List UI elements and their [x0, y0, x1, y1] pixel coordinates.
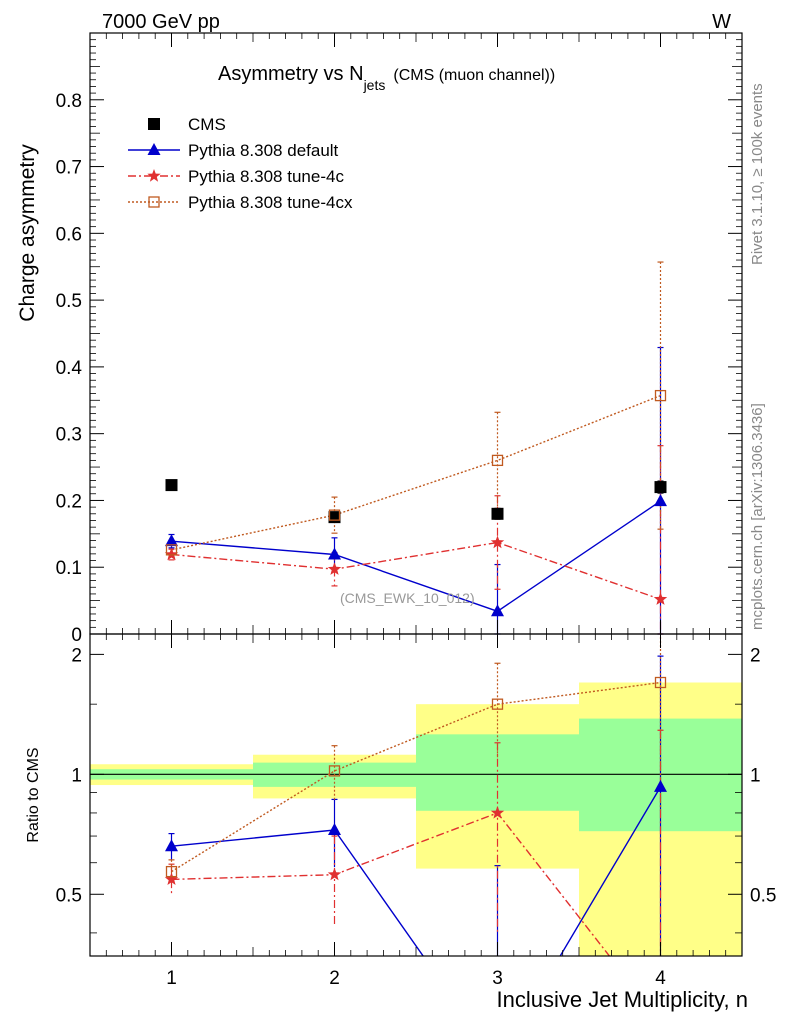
main-title-subscript: jets	[363, 77, 386, 93]
main-title: Asymmetry vs Njets (CMS (muon channel))	[218, 63, 555, 93]
data-point	[328, 509, 341, 521]
legend-marker	[148, 118, 160, 130]
data-point	[165, 534, 178, 547]
data-point	[328, 547, 341, 560]
data-point	[490, 535, 505, 549]
x-tick-label: 4	[655, 968, 666, 989]
ratio-data-point	[491, 698, 504, 710]
y-tick-label: 0.6	[56, 224, 82, 245]
ratio-series-line	[171, 812, 611, 956]
legend-marker	[148, 196, 160, 208]
y-tick-label: 0.2	[56, 491, 82, 512]
header-energy-label: 7000 GeV pp	[102, 11, 220, 33]
x-axis-label: Inclusive Jet Multiplicity, n	[497, 987, 748, 1012]
header-process-label: W	[712, 11, 731, 33]
ratio-plot-panel: 0.5 0.5 1 1 2 2 1 2 3 4 Ratio to CMS Inclusive Je…	[25, 633, 776, 1024]
mcplots-label: mcplots.cern.ch [arXiv:1306.3436]	[749, 403, 766, 630]
main-title-text: Asymmetry vs N	[218, 63, 364, 85]
ratio-data-point	[654, 676, 667, 689]
data-point	[165, 544, 178, 556]
ratio-y-tick-label-left: 1	[71, 765, 82, 786]
series-line-1	[171, 500, 661, 613]
y-tick-label: 0.7	[56, 158, 82, 179]
data-point	[491, 507, 504, 520]
ratio-data-point	[328, 822, 341, 835]
analysis-id-label: (CMS_EWK_10_012)	[340, 590, 475, 606]
data-point	[491, 454, 504, 467]
series-line-2	[171, 541, 661, 600]
ratio-y-tick-label-right: 2	[750, 645, 761, 666]
ratio-data-point	[165, 865, 178, 878]
data-point	[653, 592, 668, 605]
ratio-y-tick-label-left: 2	[71, 645, 82, 666]
series-line-3	[171, 394, 661, 551]
legend-label: Pythia 8.308 tune-4c	[188, 167, 344, 186]
x-tick-label: 2	[329, 968, 340, 989]
ratio-data-point	[164, 872, 179, 885]
main-plot-panel: 0 0.1 0.2 0.3 0.4 0.5 0.6 0.7 0.8 Charge asymmet…	[16, 32, 743, 646]
y-tick-label: 0.1	[56, 558, 82, 579]
data-point	[328, 511, 341, 524]
y-tick-label: 0.5	[56, 291, 82, 312]
y-tick-label: 0.8	[56, 91, 82, 112]
legend: CMS Pythia 8.308 default Pythia 8.308 tune…	[128, 115, 353, 212]
ratio-data-point	[327, 867, 342, 881]
data-point	[165, 479, 178, 492]
ratio-data-point	[490, 805, 505, 819]
legend-marker	[147, 169, 161, 182]
y-tick-label: 0.3	[56, 425, 82, 446]
legend-label: Pythia 8.308 tune-4cx	[188, 193, 353, 212]
legend-label: Pythia 8.308 default	[188, 141, 339, 160]
data-point	[327, 562, 342, 575]
y-tick-label: 0	[71, 625, 82, 646]
data-point	[164, 547, 179, 561]
data-point	[654, 481, 667, 494]
ratio-data-point	[328, 765, 341, 777]
ratio-data-point	[654, 779, 667, 792]
ratio-series-line	[171, 786, 662, 956]
data-point	[491, 604, 504, 617]
data-point	[654, 389, 667, 402]
ratio-y-tick-label-right: 1	[750, 765, 761, 786]
legend-marker	[147, 143, 161, 155]
ratio-data-point	[654, 1014, 667, 1024]
ratio-y-tick-label-right: 0.5	[750, 885, 776, 906]
main-ylabel: Charge asymmetry	[16, 144, 39, 322]
legend-label: CMS	[188, 115, 226, 134]
main-title-tail: (CMS (muon channel))	[393, 67, 555, 84]
rivet-version-label: Rivet 3.1.10, ≥ 100k events	[749, 83, 766, 265]
x-tick-label: 1	[166, 968, 177, 989]
ratio-series-line	[171, 681, 661, 873]
x-tick-label: 3	[492, 968, 503, 989]
ratio-ylabel: Ratio to CMS	[25, 747, 42, 842]
ratio-y-tick-label-left: 0.5	[56, 885, 82, 906]
data-point	[654, 494, 667, 507]
ratio-data-point	[165, 839, 178, 852]
y-tick-label: 0.4	[56, 358, 83, 379]
